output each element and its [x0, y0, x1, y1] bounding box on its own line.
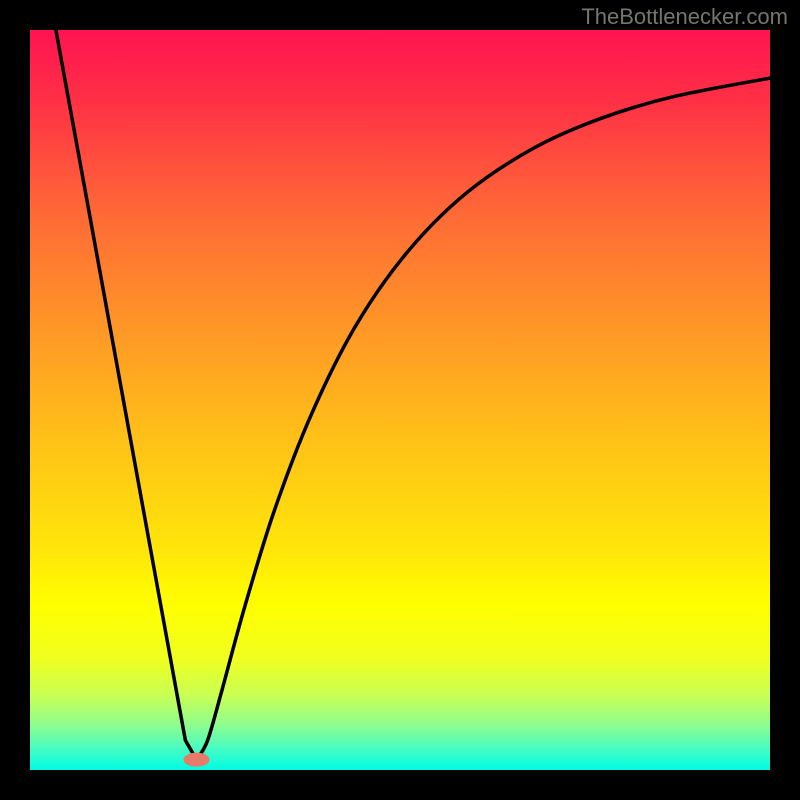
gradient-background — [30, 30, 770, 770]
chart-container: TheBottlenecker.com — [0, 0, 800, 800]
watermark-text: TheBottlenecker.com — [581, 4, 788, 30]
gradient-chart-svg — [30, 30, 770, 770]
optimal-point-marker — [184, 753, 210, 767]
plot-area — [30, 30, 770, 770]
